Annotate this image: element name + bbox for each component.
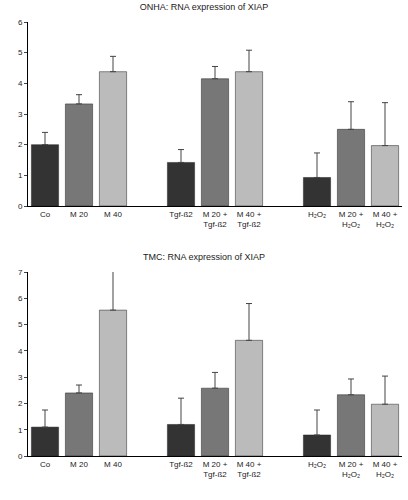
svg-text:M 20 +H₂O₂: M 20 +H₂O₂ <box>339 210 364 229</box>
svg-text:H₂O₂: H₂O₂ <box>308 210 326 219</box>
svg-text:3: 3 <box>18 110 23 119</box>
svg-text:4: 4 <box>18 347 23 356</box>
svg-text:4: 4 <box>18 79 23 88</box>
svg-text:M 40 +H₂O₂: M 40 +H₂O₂ <box>373 210 398 229</box>
svg-text:Tgf-ß2: Tgf-ß2 <box>169 210 193 219</box>
svg-text:6: 6 <box>18 294 23 303</box>
svg-text:H₂O₂: H₂O₂ <box>308 460 326 469</box>
svg-text:5: 5 <box>18 320 23 329</box>
svg-text:7: 7 <box>18 268 23 277</box>
svg-text:M 20 +H₂O₂: M 20 +H₂O₂ <box>339 460 364 479</box>
svg-text:3: 3 <box>18 373 23 382</box>
svg-text:M 40 +H₂O₂: M 40 +H₂O₂ <box>373 460 398 479</box>
svg-text:M 20: M 20 <box>70 460 88 469</box>
svg-text:M 40: M 40 <box>104 460 122 469</box>
svg-text:Tgf-ß2: Tgf-ß2 <box>169 460 193 469</box>
svg-text:M 20: M 20 <box>70 210 88 219</box>
svg-text:2: 2 <box>18 140 23 149</box>
svg-text:M 40: M 40 <box>104 210 122 219</box>
svg-text:0: 0 <box>18 452 23 461</box>
svg-text:M 20 +Tgf-ß2: M 20 +Tgf-ß2 <box>203 460 228 479</box>
svg-text:M 20 +Tgf-ß2: M 20 +Tgf-ß2 <box>203 210 228 229</box>
svg-text:TMC: RNA expression of XIAP: TMC: RNA expression of XIAP <box>143 252 265 262</box>
svg-text:6: 6 <box>18 18 23 27</box>
svg-text:M 40 +Tgf-ß2: M 40 +Tgf-ß2 <box>237 210 262 229</box>
svg-text:1: 1 <box>18 171 23 180</box>
svg-text:Co: Co <box>40 460 51 469</box>
svg-text:ONHA: RNA expression of XIAP: ONHA: RNA expression of XIAP <box>140 2 269 12</box>
svg-text:Co: Co <box>40 210 51 219</box>
svg-text:M 40 +Tgf-ß2: M 40 +Tgf-ß2 <box>237 460 262 479</box>
svg-text:0: 0 <box>18 202 23 211</box>
svg-text:2: 2 <box>18 399 23 408</box>
svg-text:1: 1 <box>18 426 23 435</box>
svg-text:5: 5 <box>18 48 23 57</box>
